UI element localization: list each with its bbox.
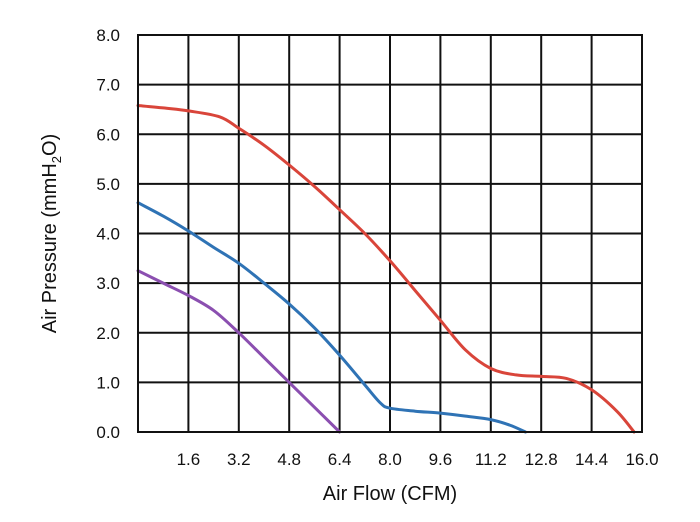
series-line-1 [136, 104, 636, 434]
y-tick-label: 6.0 [96, 125, 120, 144]
y-tick-label: 8.0 [96, 26, 120, 45]
x-tick-labels: 1.6 3.2 4.8 6.4 8.0 9.6 11.2 12.8 14.4 16.0 [177, 450, 659, 469]
y-tick-label: 5.0 [96, 175, 120, 194]
y-tick-label: 0.0 [96, 423, 120, 442]
x-tick-label: 16.0 [625, 450, 658, 469]
x-tick-label: 12.8 [525, 450, 558, 469]
y-tick-label: 4.0 [96, 225, 120, 244]
x-tick-label: 9.6 [429, 450, 453, 469]
y-axis-title-prefix: Air Pressure (mmH [39, 163, 61, 333]
series-line-2 [136, 201, 527, 434]
x-tick-label: 6.4 [328, 450, 352, 469]
series-line-3 [136, 269, 342, 434]
x-tick-label: 1.6 [177, 450, 201, 469]
y-tick-label: 7.0 [96, 76, 120, 95]
x-tick-label: 11.2 [475, 450, 507, 469]
plot-frame [137, 34, 643, 433]
y-axis-title-suffix: O) [39, 134, 61, 156]
x-tick-label: 8.0 [378, 450, 402, 469]
x-tick-label: 4.8 [277, 450, 301, 469]
x-tick-label: 14.4 [575, 450, 608, 469]
x-axis-title: Air Flow (CFM) [323, 483, 457, 505]
grid [138, 34, 643, 433]
y-tick-labels: 0.0 1.0 2.0 3.0 4.0 5.0 6.0 7.0 8.0 [96, 26, 120, 442]
y-tick-label: 3.0 [96, 274, 120, 293]
series-lines [136, 104, 636, 434]
y-axis-title: Air Pressure (mmH2O) [39, 134, 64, 333]
y-axis-title-subscript: 2 [49, 156, 64, 163]
y-tick-label: 2.0 [96, 324, 120, 343]
y-tick-label: 1.0 [96, 373, 120, 392]
x-tick-label: 3.2 [227, 450, 251, 469]
